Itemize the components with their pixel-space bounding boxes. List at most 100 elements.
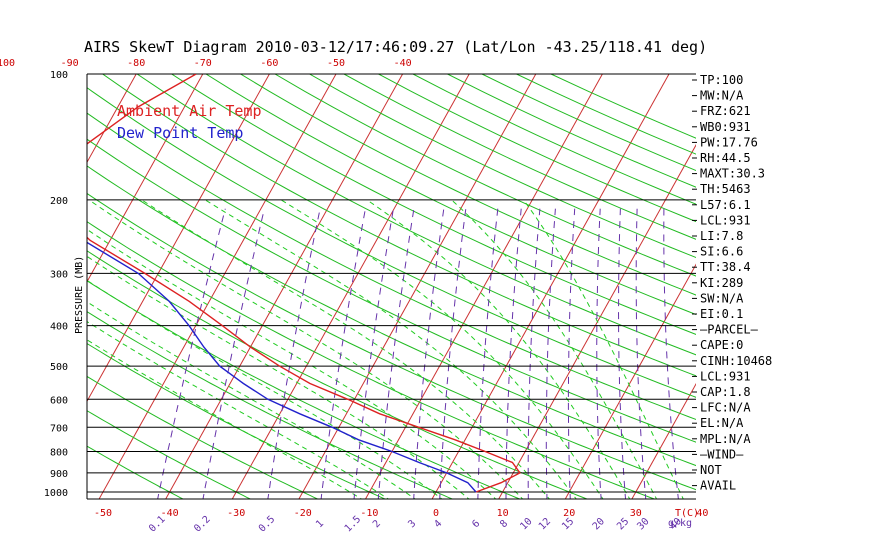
moist-adiabat-line xyxy=(451,199,658,499)
mixing-ratio-line xyxy=(202,208,265,499)
isotherm-line xyxy=(231,74,470,499)
bottom-temp-tick-label: 10 xyxy=(497,508,509,519)
pressure-tick-label: 1000 xyxy=(44,488,68,499)
top-temp-tick-label: -60 xyxy=(260,58,278,69)
stability-index-label: CINH:10468 xyxy=(700,354,772,368)
stability-index-label: WB0:931 xyxy=(700,120,751,134)
isotherm-line xyxy=(631,382,696,499)
stability-index-label: —WIND— xyxy=(700,447,744,461)
bottom-temp-tick-labels: -50 -40 -30 -20 -10 0 10 20 30 40 xyxy=(94,508,708,519)
pressure-tick-label: 300 xyxy=(50,269,68,280)
isotherm-line xyxy=(498,144,696,499)
dry-adiabat-line xyxy=(240,74,696,296)
stability-index-label: EL:N/A xyxy=(700,416,744,430)
stability-index-label: AVAIL xyxy=(700,479,736,493)
mixing-ratio-tick-label: 3 xyxy=(406,518,418,530)
bottom-temp-tick-label: 30 xyxy=(630,508,642,519)
stability-index-label: TH:5463 xyxy=(700,182,751,196)
pressure-tick-label: 800 xyxy=(50,447,68,458)
top-temp-tick-labels: -120-110-100-90-80-70-60-50-40 xyxy=(0,58,412,69)
mixing-ratio-tick-label: 0.5 xyxy=(257,514,278,535)
pressure-tick-label: 200 xyxy=(50,196,68,207)
dry-adiabat-line xyxy=(412,74,696,205)
dry-adiabat-line xyxy=(87,112,696,420)
mixing-ratio-tick-label: 12 xyxy=(537,516,553,532)
stability-index-label: TP:100 xyxy=(700,73,743,87)
mixing-ratio-tick-label: 20 xyxy=(591,516,607,532)
isotherm-line xyxy=(165,74,404,499)
bottom-temp-tick-label: 20 xyxy=(563,508,575,519)
y-axis-label: PRESSURE (MB) xyxy=(74,256,85,334)
moist-adiabat-line xyxy=(366,199,631,499)
stability-index-label: CAPE:0 xyxy=(700,338,743,352)
stability-index-label: MPL:N/A xyxy=(700,432,751,446)
mixing-ratio-line xyxy=(663,208,679,499)
bottom-temp-tick-label: -50 xyxy=(94,508,112,519)
dry-adiabat-line xyxy=(87,250,589,499)
moist-adiabat-line xyxy=(280,199,604,499)
mixing-ratio-unit-label: g/kg xyxy=(668,518,692,529)
mixing-ratio-tick-label: 1 xyxy=(314,518,326,530)
moist-adiabat-line xyxy=(204,199,577,499)
dry-adiabat-line xyxy=(205,74,696,316)
bottom-temp-tick-label: -10 xyxy=(360,508,378,519)
stability-index-label: EI:0.1 xyxy=(700,307,743,321)
mixing-ratio-line xyxy=(596,208,602,499)
pressure-tick-label: 600 xyxy=(50,395,68,406)
legend-ambient-air-temp: Ambient Air Temp xyxy=(117,102,262,120)
dry-adiabat-line xyxy=(87,445,184,499)
sounding-profiles xyxy=(87,74,521,493)
moist-adiabat-line xyxy=(87,321,390,499)
dry-adiabat-line xyxy=(274,74,696,277)
x-axis-unit-label: T(C) xyxy=(675,508,699,519)
top-temp-tick-label: -50 xyxy=(327,58,345,69)
mixing-ratio-line xyxy=(527,208,541,499)
dry-adiabat-line xyxy=(87,221,656,499)
pressure-tick-label: 100 xyxy=(50,70,68,81)
bottom-temp-tick-label: 40 xyxy=(696,508,708,519)
moist-adiabat-line xyxy=(87,279,443,499)
stability-index-label: PW:17.76 xyxy=(700,135,758,149)
dry-adiabat-line xyxy=(136,74,696,356)
top-temp-tick-label: -80 xyxy=(127,58,145,69)
pressure-tick-labels: 100 200 300 400 500 600 700 800 900 1000 xyxy=(44,70,68,499)
dry-adiabat-line xyxy=(87,311,454,499)
isotherm-line xyxy=(87,74,270,403)
pressure-tick-label: 700 xyxy=(50,423,68,434)
stability-index-label: CAP:1.8 xyxy=(700,385,751,399)
stability-index-label: LCL:931 xyxy=(700,369,751,383)
isotherm-line xyxy=(831,74,870,501)
mixing-ratio-line xyxy=(505,208,522,499)
stability-index-label: NOT xyxy=(700,463,722,477)
mixing-ratio-line xyxy=(617,208,626,499)
ambient-air-temp-line xyxy=(87,74,521,493)
mixing-ratio-line xyxy=(439,208,467,499)
isotherm-line xyxy=(764,74,870,501)
mixing-ratio-line xyxy=(267,208,321,499)
dry-adiabat-line xyxy=(343,74,696,240)
stability-index-label: LCL:931 xyxy=(700,213,751,227)
stability-index-label: SW:N/A xyxy=(700,291,744,305)
legend-dew-point-temp: Dew Point Temp xyxy=(117,124,243,142)
dry-adiabat-line xyxy=(87,192,696,491)
mixing-ratio-tick-label: 0.2 xyxy=(192,514,213,535)
moist-adiabat-line xyxy=(523,199,684,499)
mixing-ratio-tick-label: 4 xyxy=(432,518,444,530)
dry-adiabat-line xyxy=(87,375,319,499)
top-temp-tick-label: -40 xyxy=(394,58,412,69)
isotherm-line xyxy=(98,74,337,499)
top-temp-tick-label: -100 xyxy=(0,58,15,69)
pressure-tick-label: 500 xyxy=(50,362,68,373)
moist-adiabat-line xyxy=(87,339,363,499)
mixing-ratio-line xyxy=(545,208,556,499)
mixing-ratio-line xyxy=(635,208,647,499)
bottom-temp-tick-label: 0 xyxy=(433,508,439,519)
stability-index-label: —PARCEL— xyxy=(700,323,759,337)
isotherm-line xyxy=(298,74,537,499)
mixing-ratio-line xyxy=(320,208,366,499)
top-temp-tick-label: -70 xyxy=(194,58,212,69)
stability-index-label: SI:6.6 xyxy=(700,245,743,259)
stability-index-label: LI:7.8 xyxy=(700,229,743,243)
